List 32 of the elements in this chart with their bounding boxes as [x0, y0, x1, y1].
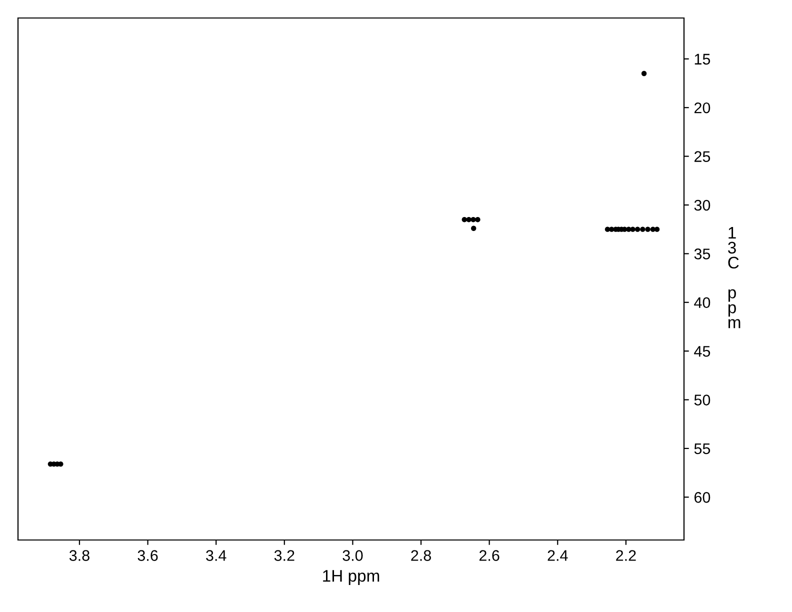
x-axis-title: 1H ppm: [323, 570, 380, 586]
y-tick-label: 60: [694, 492, 710, 503]
y-tick-label: 55: [694, 443, 710, 454]
x-tick-label: 3.8: [69, 550, 90, 561]
y-tick-label: 35: [694, 248, 710, 260]
x-tick-label: 3.4: [206, 550, 226, 561]
point: [475, 216, 480, 222]
point: [471, 226, 476, 231]
point: [641, 70, 647, 76]
point: [462, 216, 467, 222]
point: [634, 226, 640, 232]
x-tick-label: 3.6: [138, 550, 158, 561]
y-tick-label: 30: [694, 200, 710, 211]
point: [630, 226, 636, 232]
x-tick-label: 2.4: [548, 550, 568, 561]
y-tick-label: 50: [694, 394, 710, 406]
x-tick-label: 3.0: [342, 550, 363, 561]
point: [654, 226, 660, 232]
point: [466, 216, 472, 222]
point: [640, 226, 646, 232]
point: [645, 226, 650, 232]
x-tick-label: 2.2: [616, 550, 636, 561]
y-tick-label: 45: [694, 346, 710, 357]
y-tick-label: 15: [694, 54, 710, 65]
x-tick-label: 2.8: [411, 550, 431, 561]
y-tick-label: 20: [694, 102, 710, 114]
point: [470, 216, 476, 222]
y-tick-label: 25: [694, 151, 710, 162]
text: 13C ppm: [728, 227, 740, 328]
x-tick-label: 2.6: [479, 550, 500, 561]
y-tick-label: 40: [694, 297, 710, 308]
x-tick-label: 3.2: [274, 550, 294, 561]
